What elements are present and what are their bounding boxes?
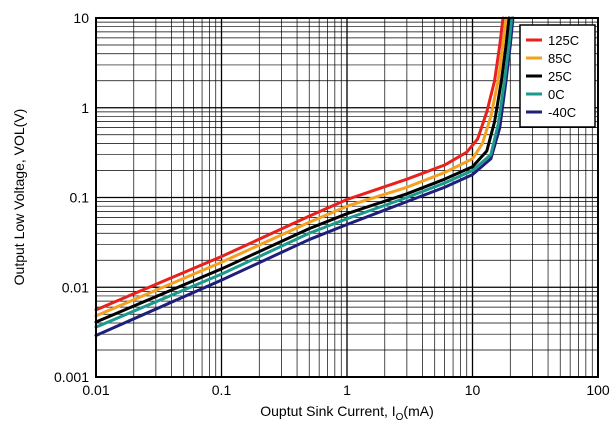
x-tick-label: 1: [343, 382, 351, 398]
y-tick-label: 0.1: [70, 190, 90, 206]
series-line-85c: [94, 16, 508, 318]
series-line-0c: [94, 16, 514, 329]
plot-frame: [95, 17, 599, 378]
x-tick-label: 10: [465, 382, 481, 398]
x-tick-label: 0.01: [82, 382, 109, 398]
series-line-25c: [94, 16, 511, 324]
y-tick-label: 0.01: [62, 279, 89, 295]
legend-label: 0C: [548, 87, 565, 102]
legend-label: 85C: [548, 51, 572, 66]
legend: 125C 85C 25C 0C -40C: [519, 24, 596, 128]
x-axis-title: Ouptut Sink Current, IO(mA): [260, 403, 434, 423]
y-tick-label: 10: [73, 10, 89, 26]
series-layer: [94, 16, 515, 337]
series-line-125c: [94, 16, 505, 312]
x-tick-label: 100: [586, 382, 610, 398]
legend-label: 25C: [548, 69, 572, 84]
legend-label: 125C: [548, 33, 579, 48]
x-axis-title-subscript: O: [396, 412, 404, 423]
y-axis-title: Output Low Voltage, VOL(V): [11, 109, 27, 286]
y-tick-labels: 0.001 0.01 0.1 1 10: [54, 10, 89, 385]
legend-label: -40C: [548, 105, 576, 120]
y-tick-label: 1: [81, 100, 89, 116]
y-tick-label: 0.001: [54, 369, 89, 385]
x-tick-labels: 0.01 0.1 1 10 100: [82, 382, 610, 398]
x-axis-title-prefix: Ouptut Sink Current, I: [260, 403, 395, 419]
x-axis-title-suffix: (mA): [403, 403, 433, 419]
legend-items: 125C 85C 25C 0C -40C: [526, 33, 579, 120]
grid-major: [96, 18, 598, 377]
x-tick-label: 0.1: [212, 382, 232, 398]
